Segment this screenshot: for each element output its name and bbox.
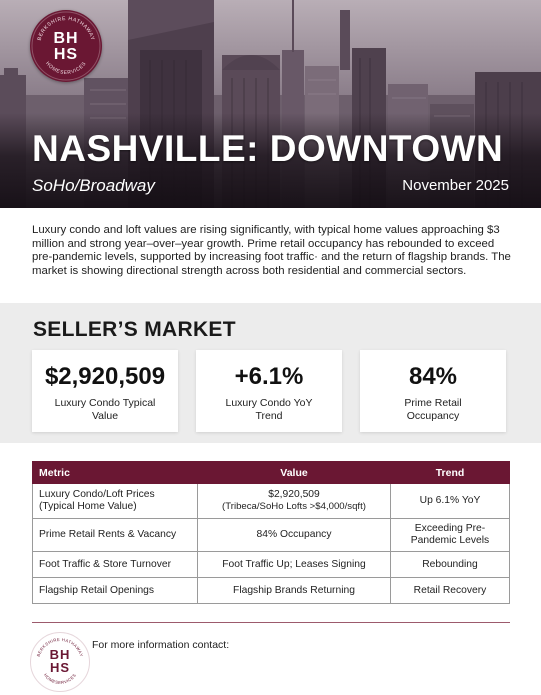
- stat-value: 84%: [408, 363, 458, 390]
- bhhs-logo: BERKSHIRE HATHAWAY HOMESERVICES BH HS: [30, 10, 102, 82]
- stat-label: Luxury Condo YoY Trend: [225, 397, 313, 422]
- footer-logo-ring-icon: BERKSHIRE HATHAWAY HOMESERVICES: [36, 637, 84, 685]
- metric-cell: Foot Traffic & Store Turnover: [32, 551, 198, 578]
- table-row: Flagship Retail Openings Flagship Brands…: [32, 577, 510, 604]
- metric-cell: Prime Retail Rents & Vacancy: [32, 518, 198, 552]
- logo-monogram-bottom: HS: [53, 46, 79, 63]
- table-row: Luxury Condo/Loft Prices (Typical Home V…: [32, 483, 510, 519]
- trend-cell: Up 6.1% YoY: [390, 483, 510, 519]
- metrics-table: Metric Value Trend Luxury Condo/Loft Pri…: [32, 461, 510, 604]
- trend-cell: Rebounding: [390, 551, 510, 578]
- value-cell: Foot Traffic Up; Leases Signing: [197, 551, 391, 578]
- table-row: Prime Retail Rents & Vacancy 84% Occupan…: [32, 518, 510, 552]
- value-note: (Tribeca/SoHo Lofts >$4,000/sqft): [222, 501, 366, 512]
- footer-logo-monogram-bottom: HS: [49, 660, 71, 675]
- table-row: Foot Traffic & Store Turnover Foot Traff…: [32, 551, 510, 578]
- logo-ring-icon: BERKSHIRE HATHAWAY HOMESERVICES: [31, 11, 101, 81]
- stat-card-yoy-trend: +6.1% Luxury Condo YoY Trend: [196, 350, 342, 432]
- metric-note: (Typical Home Value): [39, 501, 137, 512]
- page-title: NASHVILLE: DOWNTOWN: [32, 128, 504, 169]
- column-header-trend: Trend: [390, 461, 510, 484]
- value-text: $2,920,509: [268, 489, 320, 500]
- stat-card-typical-value: $2,920,509 Luxury Condo Typical Value: [32, 350, 178, 432]
- metric-name: Luxury Condo/Loft Prices: [39, 489, 155, 500]
- value-cell: $2,920,509 (Tribeca/SoHo Lofts >$4,000/s…: [197, 483, 391, 519]
- contact-prompt: For more information contact:: [92, 639, 230, 651]
- market-status-heading: SELLER’S MARKET: [33, 318, 236, 341]
- report-date: November 2025: [402, 177, 509, 194]
- table-header-row: Metric Value Trend: [32, 461, 510, 484]
- stat-value: $2,920,509: [44, 363, 166, 390]
- footer-logo-monogram-top: BH: [49, 647, 71, 662]
- intro-paragraph: Luxury condo and loft values are rising …: [32, 224, 511, 277]
- stat-value: +6.1%: [234, 363, 304, 390]
- trend-cell: Exceeding Pre-Pandemic Levels: [390, 518, 510, 552]
- footer-divider: [32, 622, 510, 623]
- hero-banner: BERKSHIRE HATHAWAY HOMESERVICES BH HS NA…: [0, 0, 541, 208]
- metric-cell: Flagship Retail Openings: [32, 577, 198, 604]
- stat-card-retail-occupancy: 84% Prime Retail Occupancy: [360, 350, 506, 432]
- logo-monogram-top: BH: [53, 30, 79, 47]
- column-header-value: Value: [197, 461, 391, 484]
- footer-bhhs-logo: BERKSHIRE HATHAWAY HOMESERVICES BH HS: [30, 632, 90, 692]
- metric-cell: Luxury Condo/Loft Prices (Typical Home V…: [32, 483, 198, 519]
- hero-overlay: [0, 113, 541, 208]
- stat-label: Luxury Condo Typical Value: [54, 397, 156, 422]
- value-cell: Flagship Brands Returning: [197, 577, 391, 604]
- trend-cell: Retail Recovery: [390, 577, 510, 604]
- page-subtitle: SoHo/Broadway: [32, 176, 155, 195]
- value-cell: 84% Occupancy: [197, 518, 391, 552]
- column-header-metric: Metric: [32, 461, 198, 484]
- stat-label: Prime Retail Occupancy: [404, 397, 462, 422]
